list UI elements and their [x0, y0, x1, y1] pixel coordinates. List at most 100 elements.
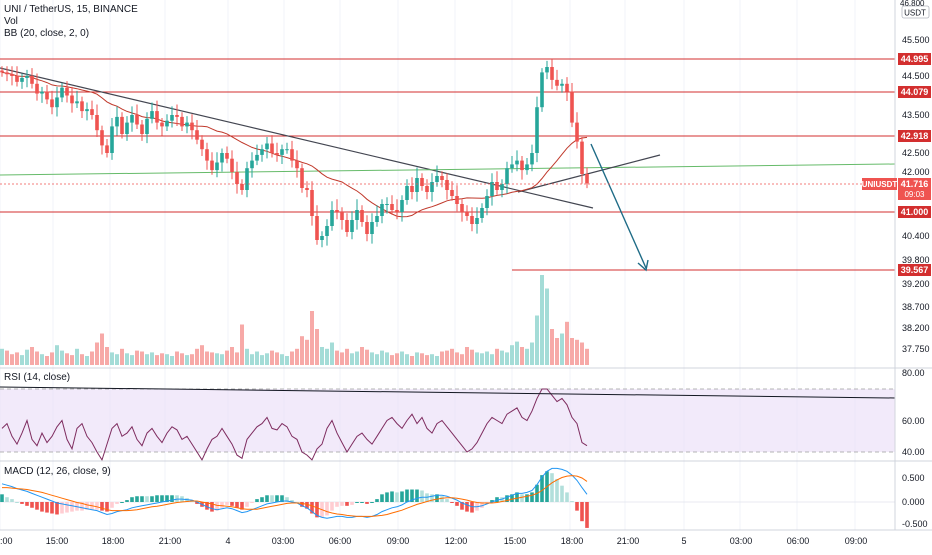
symbol-title[interactable]: UNI / TetherUS, 15, BINANCE — [4, 4, 138, 15]
candle-body — [90, 109, 94, 115]
macd-legend[interactable]: MACD (12, 26, close, 9) — [4, 466, 111, 477]
level-price-tag — [898, 264, 931, 276]
rsi-legend[interactable]: RSI (14, close) — [4, 372, 71, 383]
candle-body — [135, 115, 139, 125]
volume-bar — [120, 348, 124, 365]
volume-bar — [140, 351, 144, 365]
candle-body — [145, 118, 149, 134]
candle-body — [75, 101, 79, 104]
time-axis[interactable]: :00 15:00 18:00 21:00 4 03:00 06:00 09:00 12:00 1… — [0, 536, 867, 546]
projection-arrow-shaft[interactable] — [590, 143, 647, 269]
candle-body — [155, 111, 159, 123]
volume-bar — [150, 352, 154, 365]
macd-histogram-bar — [55, 502, 59, 515]
volume-bar — [530, 342, 534, 365]
candle-body — [345, 220, 349, 232]
volume-bar — [45, 356, 49, 365]
volume-bar — [460, 354, 464, 365]
macd-histogram-bar — [50, 502, 54, 514]
macd-histogram-bar — [480, 502, 484, 508]
volume-bar — [400, 351, 404, 365]
volume-bar — [550, 329, 554, 365]
volume-bar — [510, 345, 514, 365]
macd-axis[interactable]: 0.500 0.000 -0.500 — [902, 473, 928, 529]
candle-body — [365, 222, 369, 234]
volume-bar — [300, 336, 304, 365]
bb-basis-line — [1, 71, 588, 218]
rsi-tick-label: 60.00 — [902, 416, 925, 426]
volume-bar — [265, 353, 269, 365]
candle-body — [435, 176, 439, 182]
candle-body — [390, 204, 394, 210]
volume-bar — [435, 356, 439, 365]
horizontal-levels[interactable] — [0, 58, 895, 271]
macd-histogram-bar — [100, 502, 104, 511]
volume-bar — [535, 315, 539, 365]
candle-body — [65, 87, 69, 96]
macd-histogram-bar — [95, 502, 99, 510]
vol-legend[interactable]: Vol — [4, 16, 18, 27]
macd-histogram-bar — [570, 501, 574, 503]
rsi-tick-label: 80.00 — [902, 368, 925, 378]
candle-body — [185, 122, 189, 127]
volume-bar — [15, 352, 19, 365]
macd-histogram-bar — [585, 502, 589, 528]
macd-histogram-bar — [395, 492, 399, 502]
macd-histogram-bar — [460, 502, 464, 510]
candle-body — [325, 226, 329, 236]
candle-body — [115, 116, 119, 127]
volume-bar — [20, 355, 24, 365]
macd-histogram-bar — [540, 475, 544, 502]
price-tags: 44.995 44.079 42.918 41.000 39.567 UNIUSDT 41.… — [862, 53, 931, 276]
price-axis[interactable]: 45.500 44.500 43.500 42.500 42.000 40.400 39.8… — [902, 35, 930, 354]
volume-bar — [195, 348, 199, 365]
volume-bars — [0, 275, 589, 365]
candle-body — [40, 91, 44, 94]
macd-tick-label: 0.500 — [902, 473, 925, 483]
rsi-axis[interactable]: 80.00 60.00 40.00 — [902, 368, 925, 457]
macd-indicator — [0, 467, 895, 528]
macd-histogram-bar — [80, 502, 84, 511]
volume-bar — [210, 352, 214, 365]
currency-badge[interactable] — [901, 5, 930, 19]
candle-body — [120, 116, 124, 134]
candle-body — [490, 182, 494, 196]
green-horizontal-line[interactable] — [0, 163, 896, 176]
rsi-trendline[interactable] — [0, 386, 896, 399]
time-tick-label: 5 — [681, 536, 686, 546]
volume-bar — [250, 354, 254, 365]
volume-bar — [580, 342, 584, 365]
ascending-trendline[interactable] — [517, 154, 661, 193]
descending-trendline[interactable] — [0, 67, 594, 209]
candle-body — [305, 188, 309, 190]
candle-body — [100, 130, 104, 146]
volume-bar — [585, 348, 589, 365]
trend-drawings[interactable] — [0, 67, 896, 272]
macd-histogram-bar — [365, 502, 369, 504]
symbol-tag — [862, 178, 897, 190]
volume-bar — [105, 347, 109, 365]
candle-body — [405, 186, 409, 200]
currency-label: USDT — [904, 9, 926, 18]
candle-body — [35, 83, 39, 94]
volume-bar — [125, 353, 129, 365]
candle-body — [480, 208, 484, 218]
candle-body — [300, 168, 304, 188]
bb-legend[interactable]: BB (20, close, 2, 0) — [4, 28, 90, 39]
macd-histogram-bar — [370, 502, 374, 503]
volume-bar — [90, 351, 94, 365]
level-price-tag-text: 44.995 — [901, 54, 929, 64]
volume-bar — [445, 350, 449, 365]
volume-bar — [225, 350, 229, 365]
macd-histogram-bar — [235, 502, 239, 508]
macd-histogram-bar — [530, 492, 534, 502]
macd-histogram-bar — [580, 502, 584, 522]
macd-histogram-bar — [110, 502, 114, 508]
volume-bar — [395, 353, 399, 365]
candle-body — [420, 178, 424, 186]
time-tick-label: 21:00 — [159, 536, 182, 546]
volume-bar — [0, 348, 4, 365]
candle-body — [505, 168, 509, 184]
